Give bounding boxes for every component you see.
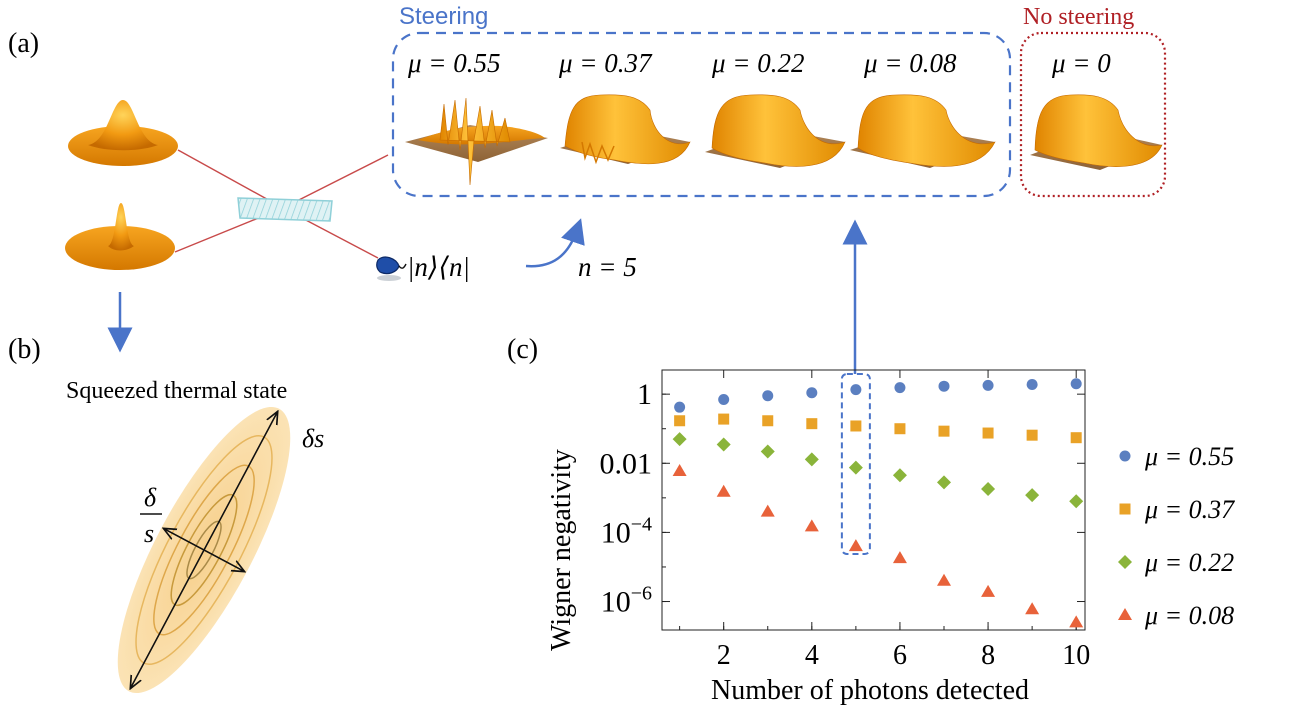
steering-box (391, 31, 1012, 198)
data-point-square (850, 420, 862, 432)
data-point-circle (938, 380, 950, 392)
legend-label: μ = 0.22 (1144, 548, 1234, 577)
data-point-circle (1026, 379, 1038, 391)
squeezed-title: Squeezed thermal state (66, 378, 287, 404)
chart-legend: μ = 0.55 μ = 0.37 μ = 0.22 μ = 0.08 (1118, 442, 1235, 630)
data-point-triangle (892, 551, 907, 564)
data-point-diamond (848, 460, 863, 475)
data-point-diamond (1025, 488, 1040, 503)
input-state-top (68, 100, 178, 166)
x-tick-label: 6 (893, 640, 907, 671)
mu-label-2: μ = 0.22 (711, 48, 805, 78)
mu-label-zero: μ = 0 (1051, 48, 1111, 78)
x-axis-label: Number of photons detected (711, 675, 1029, 706)
highlight-box (840, 373, 871, 555)
panel-label-b: (b) (8, 334, 41, 365)
no-steering-label: No steering (1023, 4, 1134, 30)
delta-s-label: δs (302, 424, 324, 453)
data-point-circle (718, 394, 730, 406)
data-point-triangle (760, 504, 775, 517)
plot-frame (661, 369, 1086, 631)
squeezed-ellipse (117, 406, 291, 694)
data-point-triangle (804, 519, 819, 532)
data-point-diamond (672, 432, 687, 447)
wigner-plot-037 (560, 94, 691, 165)
data-point-circle (1070, 378, 1082, 390)
wigner-plot-0 (1030, 94, 1163, 170)
panel-label-c: (c) (507, 334, 538, 365)
data-point-triangle (981, 584, 996, 597)
wigner-plot-022 (705, 94, 846, 168)
data-point-square (718, 413, 730, 425)
conditioning-arrow (525, 218, 585, 268)
x-tick-label: 2 (717, 640, 731, 671)
data-point-triangle (848, 539, 863, 552)
n-label: n = 5 (578, 252, 637, 282)
legend-label: μ = 0.08 (1144, 601, 1234, 630)
legend-marker-triangle (1118, 608, 1132, 620)
steering-label: Steering (399, 3, 488, 30)
mu-label-1: μ = 0.37 (558, 48, 653, 78)
data-point-square (894, 423, 906, 435)
data-point-circle (762, 390, 774, 402)
data-point-circle (674, 401, 686, 413)
mu-label-0: μ = 0.55 (407, 48, 501, 78)
data-point-circle (850, 384, 862, 396)
wigner-plot-055 (405, 97, 548, 186)
data-point-triangle (1025, 602, 1040, 615)
x-tick-label: 4 (805, 640, 819, 671)
legend-marker-square (1119, 503, 1131, 515)
legend-marker-circle (1119, 450, 1131, 462)
legend-marker-diamond (1118, 555, 1132, 569)
data-point-diamond (760, 444, 775, 459)
data-point-diamond (892, 468, 907, 483)
data-point-square (806, 418, 818, 430)
data-point-circle (894, 382, 906, 394)
no-steering-box (1019, 31, 1167, 198)
data-point-triangle (937, 573, 951, 586)
data-point-circle (982, 379, 994, 391)
data-point-square (982, 427, 994, 439)
panel-label-a: (a) (8, 28, 39, 59)
wigner-negativity-chart: 2 4 6 8 10 1 0.01 10−4 10−6 (600, 369, 1090, 671)
legend-label: μ = 0.55 (1144, 442, 1234, 471)
x-tick-label: 10 (1062, 640, 1090, 671)
data-point-triangle (1069, 615, 1084, 628)
data-point-square (762, 415, 774, 427)
data-point-diamond (981, 482, 996, 497)
y-tick-label: 10−6 (601, 583, 652, 619)
data-point-diamond (937, 475, 951, 490)
data-point-diamond (804, 452, 819, 467)
data-point-diamond (1069, 494, 1084, 509)
y-tick-label: 1 (637, 378, 652, 411)
data-point-triangle (716, 484, 731, 497)
data-point-circle (806, 387, 818, 399)
data-point-square (1026, 429, 1038, 441)
data-point-square (938, 425, 950, 437)
data-point-diamond (716, 437, 731, 452)
data-point-square (674, 415, 686, 427)
y-axis-label: Wigner negativity (546, 449, 577, 651)
y-tick-label: 10−4 (601, 513, 652, 549)
mu-label-3: μ = 0.08 (863, 48, 957, 78)
input-state-bottom (65, 203, 175, 270)
data-point-triangle (672, 463, 687, 476)
wigner-plot-008 (850, 94, 996, 168)
delta-numerator: δ (144, 483, 157, 512)
photon-detector (376, 256, 407, 281)
beam-splitter (237, 197, 333, 222)
delta-denominator: s (144, 519, 154, 548)
projector-label: |n⟩⟨n| (407, 252, 470, 282)
legend-label: μ = 0.37 (1144, 495, 1235, 524)
data-point-square (1070, 432, 1082, 444)
y-tick-label: 0.01 (600, 447, 653, 480)
x-tick-label: 8 (981, 640, 995, 671)
